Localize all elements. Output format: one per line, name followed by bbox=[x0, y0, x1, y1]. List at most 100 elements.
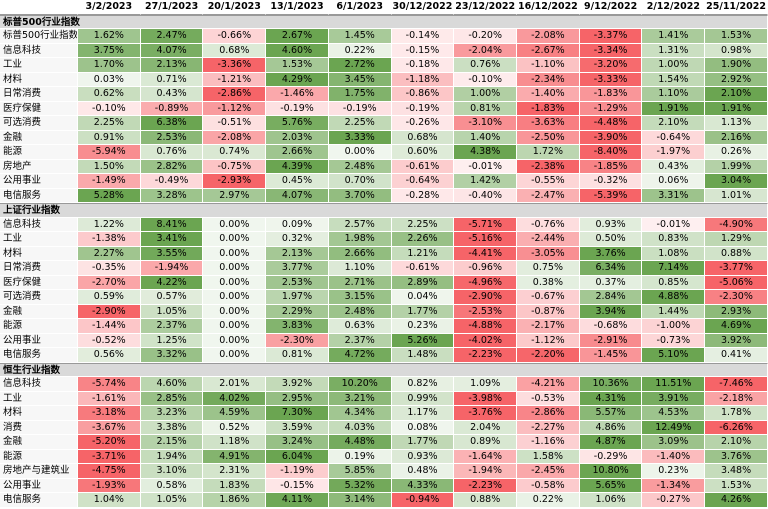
value-cell: -1.12% bbox=[517, 333, 580, 348]
row-label: 日常消费 bbox=[0, 261, 78, 276]
value-cell: 0.45% bbox=[266, 174, 329, 189]
value-cell: -0.29% bbox=[579, 449, 643, 464]
value-cell: 2.13% bbox=[140, 58, 204, 73]
value-cell: 1.18% bbox=[203, 435, 267, 450]
section-title: 上证行业指数 bbox=[0, 203, 768, 218]
row-label: 材料 bbox=[0, 406, 78, 421]
value-cell: 3.15% bbox=[328, 290, 392, 305]
value-cell: -1.12% bbox=[203, 101, 267, 116]
value-cell: 3.24% bbox=[266, 435, 329, 450]
value-cell: -0.66% bbox=[203, 29, 267, 44]
value-cell: 2.03% bbox=[266, 130, 329, 145]
value-cell: 1.41% bbox=[642, 29, 706, 44]
value-cell: -1.45% bbox=[579, 348, 643, 363]
value-cell: -1.10% bbox=[517, 58, 580, 73]
value-cell: 3.92% bbox=[705, 333, 768, 348]
value-cell: -5.20% bbox=[78, 435, 141, 450]
value-cell: 1.09% bbox=[454, 377, 518, 392]
value-cell: 2.48% bbox=[328, 304, 392, 319]
value-cell: 1.54% bbox=[642, 72, 706, 87]
value-cell: -2.04% bbox=[454, 43, 518, 58]
value-cell: -2.30% bbox=[266, 333, 329, 348]
value-cell: 7.14% bbox=[642, 261, 706, 276]
row-label: 日常消费 bbox=[0, 87, 78, 102]
value-cell: -2.90% bbox=[454, 290, 518, 305]
value-cell: 4.03% bbox=[328, 420, 392, 435]
value-cell: 3.23% bbox=[140, 406, 204, 421]
row-label: 电信服务 bbox=[0, 188, 78, 203]
value-cell: 2.66% bbox=[266, 145, 329, 160]
value-cell: 2.82% bbox=[140, 159, 204, 174]
value-cell: 1.86% bbox=[203, 493, 267, 508]
value-cell: -0.75% bbox=[203, 159, 267, 174]
row-label: 消费 bbox=[0, 420, 78, 435]
value-cell: -0.19% bbox=[391, 101, 455, 116]
row-label: 电信服务 bbox=[0, 493, 78, 508]
value-cell: 0.88% bbox=[705, 246, 768, 261]
value-cell: -3.20% bbox=[579, 58, 643, 73]
value-cell: 1.77% bbox=[391, 304, 455, 319]
value-cell: -2.18% bbox=[705, 391, 768, 406]
value-cell: 4.72% bbox=[328, 348, 392, 363]
value-cell: 2.37% bbox=[328, 333, 392, 348]
value-cell: 0.00% bbox=[203, 232, 267, 247]
value-cell: 2.25% bbox=[328, 116, 392, 131]
value-cell: 1.94% bbox=[140, 449, 204, 464]
value-cell: 3.31% bbox=[642, 188, 706, 203]
value-cell: -4.90% bbox=[705, 217, 768, 232]
value-cell: -1.19% bbox=[266, 464, 329, 479]
value-cell: -2.70% bbox=[78, 275, 141, 290]
value-cell: 3.09% bbox=[642, 435, 706, 450]
value-cell: -0.55% bbox=[517, 174, 580, 189]
value-cell: -3.36% bbox=[203, 58, 267, 73]
value-cell: 2.71% bbox=[328, 275, 392, 290]
value-cell: -4.96% bbox=[454, 275, 518, 290]
value-cell: -0.10% bbox=[78, 101, 141, 116]
row-label: 金融 bbox=[0, 130, 78, 145]
value-cell: -0.89% bbox=[140, 101, 204, 116]
value-cell: -2.27% bbox=[517, 420, 580, 435]
value-cell: -0.15% bbox=[266, 478, 329, 493]
value-cell: 0.43% bbox=[642, 159, 706, 174]
value-cell: -5.16% bbox=[454, 232, 518, 247]
value-cell: -3.18% bbox=[78, 406, 141, 421]
value-cell: 3.55% bbox=[140, 246, 204, 261]
value-cell: 3.77% bbox=[266, 261, 329, 276]
value-cell: 3.76% bbox=[579, 246, 643, 261]
row-label: 能源 bbox=[0, 145, 78, 160]
value-cell: 2.04% bbox=[454, 420, 518, 435]
value-cell: 0.00% bbox=[203, 319, 267, 334]
value-cell: 2.13% bbox=[266, 246, 329, 261]
section-title: 恒生行业指数 bbox=[0, 362, 768, 377]
value-cell: -3.76% bbox=[454, 406, 518, 421]
value-cell: 1.13% bbox=[705, 116, 768, 131]
value-cell: 1.25% bbox=[140, 333, 204, 348]
value-cell: -0.58% bbox=[517, 478, 580, 493]
value-cell: -2.86% bbox=[203, 87, 267, 102]
value-cell: -0.01% bbox=[454, 159, 518, 174]
value-cell: 0.38% bbox=[517, 275, 580, 290]
value-cell: 3.38% bbox=[140, 420, 204, 435]
value-cell: 5.57% bbox=[579, 406, 643, 421]
value-cell: 1.75% bbox=[328, 87, 392, 102]
value-cell: 0.09% bbox=[266, 217, 329, 232]
value-cell: 2.57% bbox=[328, 217, 392, 232]
value-cell: 4.91% bbox=[203, 449, 267, 464]
value-cell: 1.91% bbox=[642, 101, 706, 116]
value-cell: -1.21% bbox=[203, 72, 267, 87]
column-header: 20/1/2023 bbox=[203, 0, 267, 15]
value-cell: 3.70% bbox=[328, 188, 392, 203]
value-cell: 1.42% bbox=[454, 174, 518, 189]
value-cell: 1.44% bbox=[642, 304, 706, 319]
value-cell: 3.41% bbox=[140, 232, 204, 247]
column-header: 13/1/2023 bbox=[266, 0, 329, 15]
value-cell: -1.16% bbox=[517, 435, 580, 450]
value-cell: 2.37% bbox=[140, 319, 204, 334]
value-cell: -1.18% bbox=[391, 72, 455, 87]
value-cell: 2.16% bbox=[705, 130, 768, 145]
value-cell: 3.48% bbox=[705, 464, 768, 479]
column-header: 16/12/2022 bbox=[517, 0, 580, 15]
value-cell: 2.10% bbox=[705, 435, 768, 450]
value-cell: -5.94% bbox=[78, 145, 141, 160]
